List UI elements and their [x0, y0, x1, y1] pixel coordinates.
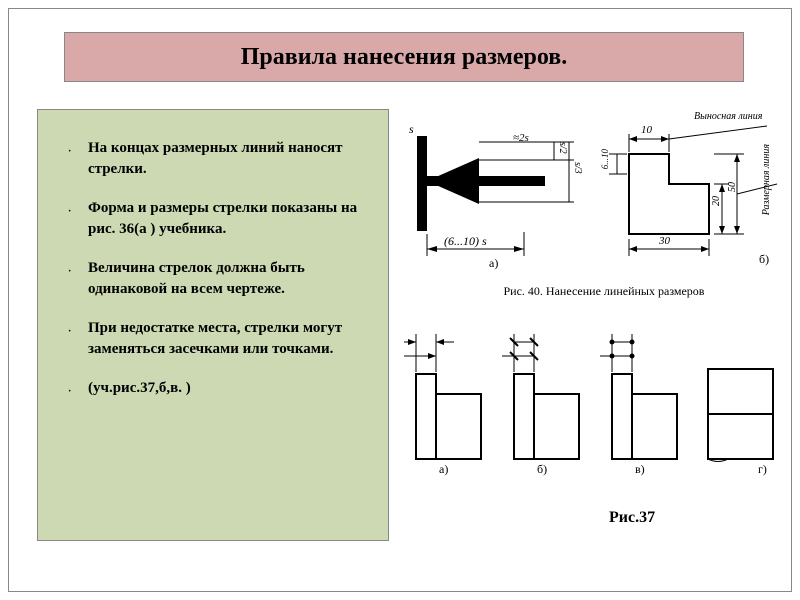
bullet-text: При недостатке места, стрелки могут заме… — [88, 318, 368, 360]
sublabel: б) — [537, 462, 547, 477]
content-panel: · На концах размерных линий наносят стре… — [37, 109, 389, 541]
list-item: · На концах размерных линий наносят стре… — [68, 138, 368, 180]
small-figure: г) — [698, 324, 788, 474]
bullet-text: На концах размерных линий наносят стрелк… — [88, 138, 368, 180]
dim-label: (6...10) s — [444, 234, 487, 249]
bullet-icon: · — [68, 145, 74, 159]
sublabel: г) — [758, 462, 767, 477]
small-figure: б) — [502, 324, 592, 474]
diagram-area: s ≈2s s/2 s/3 (6...10) s а) — [404, 114, 789, 544]
dim-label: ≈2s — [513, 132, 529, 144]
page-title: Правила нанесения размеров. — [241, 44, 567, 71]
list-item: · Величина стрелок должна быть одинаково… — [68, 258, 368, 300]
bullet-text: (уч.рис.37,б,в. ) — [88, 378, 368, 399]
dim-label: Размерная линия — [761, 144, 772, 215]
bullet-text: Форма и размеры стрелки показаны на рис.… — [88, 198, 368, 240]
list-item: · (уч.рис.37,б,в. ) — [68, 378, 368, 399]
sublabel: а) — [439, 462, 448, 477]
dim-label: s — [409, 122, 414, 137]
list-item: · Форма и размеры стрелки показаны на ри… — [68, 198, 368, 240]
small-figure: а) — [404, 324, 494, 474]
bottom-diagram-row: а) б) — [404, 324, 789, 494]
dim-label: s/3 — [572, 162, 583, 174]
sublabel: а) — [489, 256, 498, 271]
figure-caption: Рис. 40. Нанесение линейных размеров — [474, 284, 734, 299]
dim-label: s/2 — [557, 142, 568, 154]
dim-label: 50 — [727, 182, 738, 192]
sublabel: б) — [759, 252, 769, 267]
bullet-icon: · — [68, 325, 74, 339]
sublabel: в) — [635, 462, 645, 477]
slide-frame: Правила нанесения размеров. · На концах … — [8, 8, 792, 592]
stepped-diagram: 10 Выносная линия Размерная линия 20 50 … — [599, 114, 784, 269]
arrow-diagram: s ≈2s s/2 s/3 (6...10) s а) — [409, 124, 584, 269]
dim-label: 20 — [711, 196, 722, 206]
dim-label: Выносная линия — [694, 111, 762, 122]
figure-label: Рис.37 — [609, 509, 655, 527]
dim-label: 10 — [641, 124, 652, 136]
bullet-text: Величина стрелок должна быть одинаковой … — [88, 258, 368, 300]
small-figure: в) — [600, 324, 690, 474]
stepped-svg — [599, 114, 784, 269]
bullet-icon: · — [68, 385, 74, 399]
title-bar: Правила нанесения размеров. — [64, 32, 744, 82]
dim-label: 30 — [659, 235, 670, 247]
bullet-icon: · — [68, 265, 74, 279]
dim-label: 6...10 — [600, 149, 610, 169]
bullet-icon: · — [68, 205, 74, 219]
list-item: · При недостатке места, стрелки могут за… — [68, 318, 368, 360]
